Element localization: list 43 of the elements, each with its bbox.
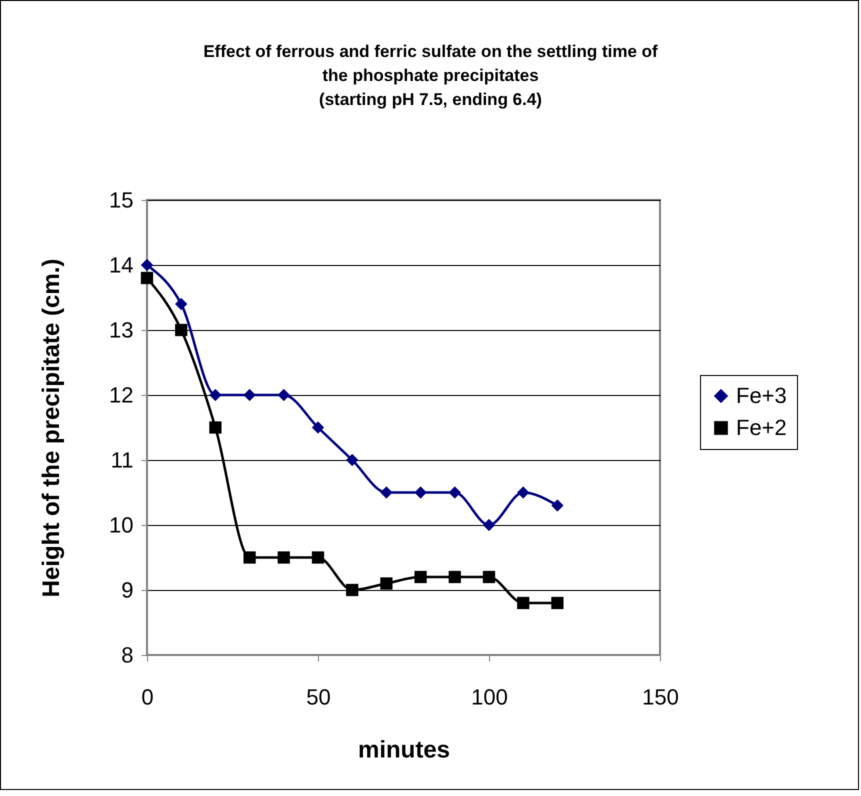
y-axis-title: Height of the precipitate (cm.): [38, 258, 66, 598]
point: [243, 551, 256, 564]
point: [517, 486, 530, 499]
legend-label: Fe+3: [736, 383, 787, 408]
point: [175, 324, 188, 336]
point: [278, 551, 290, 564]
point: [346, 454, 358, 466]
point: [175, 298, 188, 310]
point: [140, 272, 154, 284]
point: [482, 570, 496, 584]
point: [346, 584, 358, 596]
x-axis-title: minutes: [358, 736, 450, 764]
y-tick-label: 11: [110, 448, 134, 472]
point: [380, 577, 393, 590]
legend-label: Fe+2: [736, 415, 787, 440]
y-tick-label: 9: [121, 578, 134, 602]
y-tick-label: 15: [109, 188, 134, 212]
point: [517, 596, 530, 610]
y-tick-label: 12: [109, 382, 134, 408]
y-tick-label: 13: [109, 318, 134, 342]
point: [448, 486, 461, 499]
x-tick-label: 50: [306, 684, 331, 710]
x-tick-label: 100: [471, 684, 508, 710]
point: [209, 388, 222, 402]
point: [448, 570, 461, 584]
point: [482, 518, 496, 532]
point: [551, 596, 564, 610]
point: [380, 486, 393, 499]
point: [312, 421, 324, 434]
point: [414, 486, 427, 499]
x-tick-label: 0: [141, 684, 154, 710]
point: [209, 421, 222, 434]
y-tick-label: 8: [121, 642, 134, 668]
chart-title: Effect of ferrous and ferric sulfate on the settling time of the phosphate precipitates (starting pH 7.5, ending 6.4): [203, 42, 658, 109]
x-tick-label: 150: [642, 684, 679, 710]
point: [243, 388, 256, 402]
y-tick-label: 14: [109, 252, 134, 278]
point: [312, 551, 324, 564]
point: [278, 388, 290, 402]
point: [140, 258, 154, 272]
point: [414, 570, 427, 584]
point: [551, 499, 564, 512]
y-tick-label: 10: [109, 512, 134, 538]
